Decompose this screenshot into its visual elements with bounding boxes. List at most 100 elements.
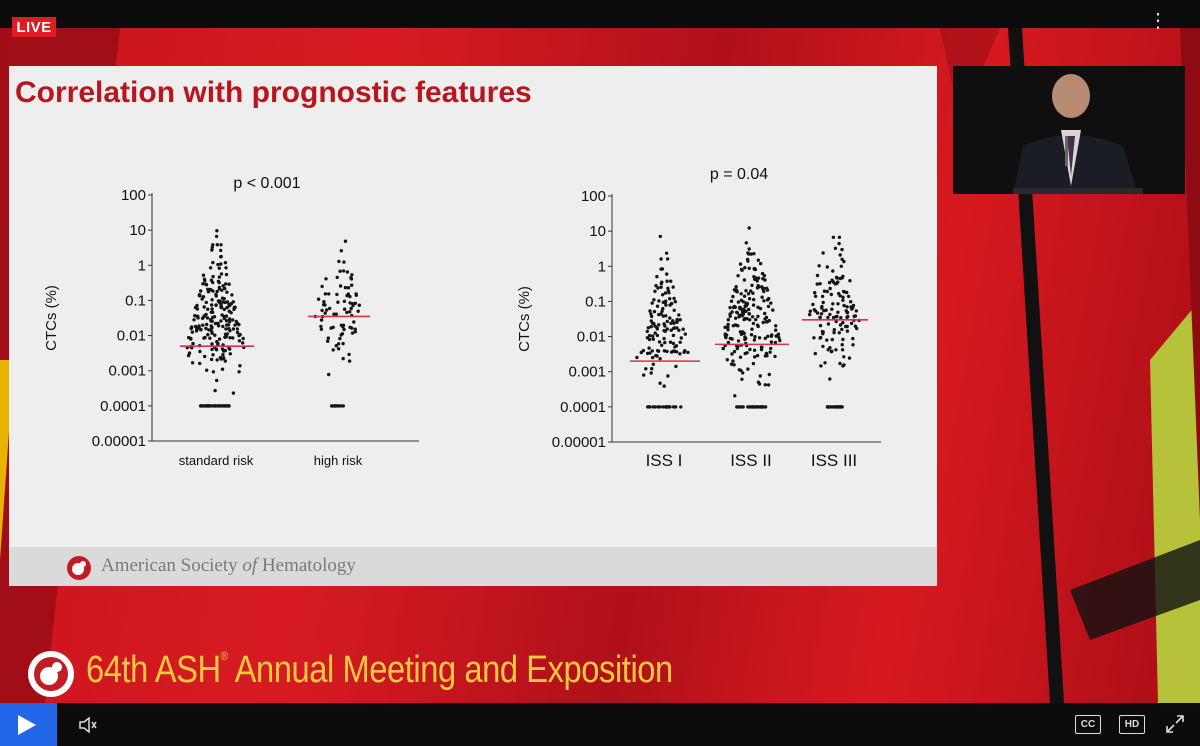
data-point	[767, 296, 771, 301]
x-tick-label: ISS II	[730, 451, 772, 470]
data-point	[349, 276, 353, 280]
data-point	[241, 336, 245, 341]
data-point	[350, 273, 354, 277]
data-point	[214, 348, 219, 352]
data-point	[838, 361, 842, 366]
data-point	[648, 351, 652, 355]
data-point	[224, 319, 229, 323]
data-point	[766, 383, 771, 387]
data-point	[736, 274, 740, 278]
data-point	[213, 333, 217, 337]
data-point	[660, 267, 665, 271]
data-point	[841, 298, 845, 302]
data-point	[831, 269, 835, 273]
expand-icon[interactable]	[1163, 712, 1187, 736]
data-point	[652, 309, 657, 314]
play-button[interactable]	[0, 703, 57, 746]
data-point	[736, 339, 741, 343]
data-point	[225, 323, 229, 327]
data-point	[661, 314, 665, 318]
vertical-ellipsis-icon[interactable]: ⋮	[1148, 10, 1168, 32]
data-point	[827, 280, 832, 285]
data-point	[352, 320, 356, 324]
data-point	[215, 378, 219, 383]
data-point	[822, 309, 826, 313]
data-point	[204, 283, 209, 287]
data-point	[818, 315, 822, 320]
data-point	[353, 301, 358, 305]
data-point	[224, 327, 228, 331]
data-point	[197, 293, 201, 298]
data-point	[347, 352, 351, 357]
data-point	[737, 315, 741, 319]
data-point	[323, 311, 327, 315]
data-point	[741, 371, 745, 375]
ash-logo-icon	[67, 556, 91, 580]
data-point	[642, 373, 646, 377]
data-point	[204, 300, 208, 305]
data-point	[840, 327, 844, 332]
data-point	[754, 317, 758, 322]
data-point	[202, 305, 206, 309]
speaker-icon[interactable]	[76, 713, 100, 737]
data-point	[201, 323, 205, 327]
data-point	[190, 361, 195, 365]
data-point	[842, 363, 846, 367]
data-point	[209, 328, 213, 332]
data-point	[774, 328, 778, 332]
data-point	[228, 352, 232, 356]
data-point	[324, 277, 328, 281]
data-point	[668, 316, 672, 320]
data-point	[210, 303, 214, 307]
data-point	[764, 320, 769, 324]
data-point	[210, 307, 214, 311]
data-point	[645, 329, 649, 334]
data-point	[811, 302, 815, 307]
data-point	[192, 318, 196, 322]
data-point	[757, 382, 762, 386]
data-point	[748, 318, 752, 322]
data-point	[840, 276, 844, 280]
data-point	[749, 289, 753, 293]
data-point	[327, 372, 331, 377]
data-point	[335, 275, 339, 280]
data-point	[756, 324, 760, 329]
data-point	[193, 324, 198, 329]
data-point	[679, 405, 683, 409]
hd-button[interactable]: HD	[1119, 715, 1145, 734]
data-point	[328, 306, 332, 311]
data-point	[767, 372, 771, 377]
data-point	[762, 299, 766, 303]
data-point	[221, 353, 225, 357]
cc-button[interactable]: CC	[1075, 715, 1101, 734]
data-point	[657, 323, 661, 327]
data-point	[656, 349, 660, 353]
data-point	[215, 289, 219, 294]
data-point	[751, 321, 756, 326]
data-point	[219, 262, 223, 266]
data-point	[669, 321, 673, 325]
data-point	[825, 405, 830, 409]
data-point	[841, 289, 846, 294]
data-point	[849, 300, 853, 304]
data-point	[234, 319, 238, 324]
data-point	[668, 297, 672, 301]
data-point	[348, 294, 352, 299]
y-tick-label: 0.001	[568, 364, 606, 381]
data-point	[203, 279, 207, 283]
data-point	[222, 356, 226, 360]
data-point	[837, 241, 841, 246]
data-point	[353, 330, 357, 334]
data-point	[763, 405, 767, 409]
data-point	[656, 286, 660, 290]
data-point	[190, 330, 195, 334]
data-point	[745, 257, 750, 262]
data-point	[665, 327, 669, 331]
data-point	[206, 333, 210, 337]
data-point	[672, 326, 676, 330]
data-point	[672, 296, 676, 301]
data-point	[651, 334, 655, 338]
data-point	[746, 405, 751, 409]
data-point	[238, 364, 242, 368]
